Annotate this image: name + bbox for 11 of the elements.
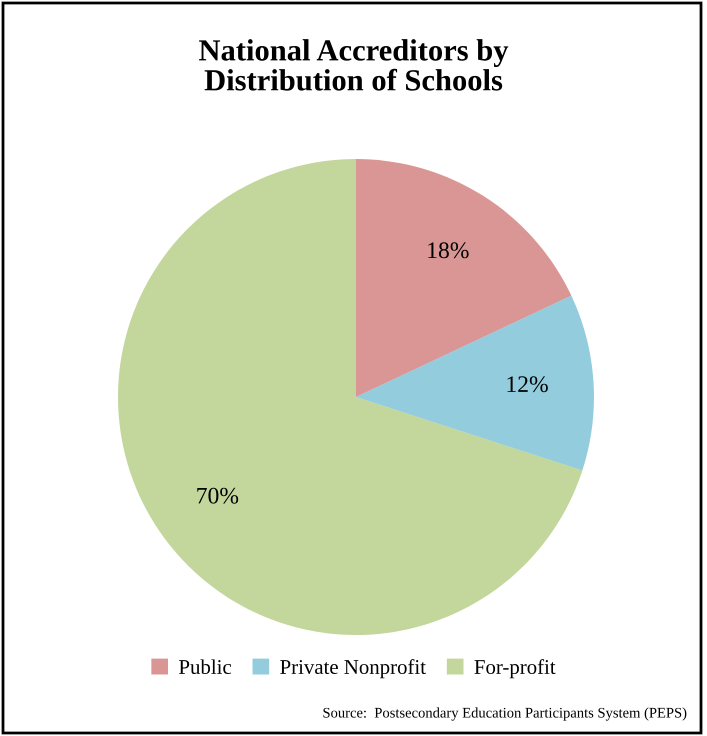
legend-label: For-profit: [474, 659, 556, 678]
data-label: 70%: [197, 488, 238, 504]
legend-label: Private Nonprofit: [280, 659, 426, 678]
pie-slice: [356, 296, 594, 471]
legend-label: Public: [179, 659, 232, 674]
source-note: Source: Postsecondary Education Participants System (PEPS): [323, 707, 686, 721]
pie-slice: [356, 159, 572, 397]
data-label: 12%: [507, 376, 548, 392]
chart-title: National Accreditors by Distribution of Schools: [199, 39, 508, 91]
data-label: 18%: [428, 242, 469, 258]
pie-slice: [118, 159, 582, 635]
